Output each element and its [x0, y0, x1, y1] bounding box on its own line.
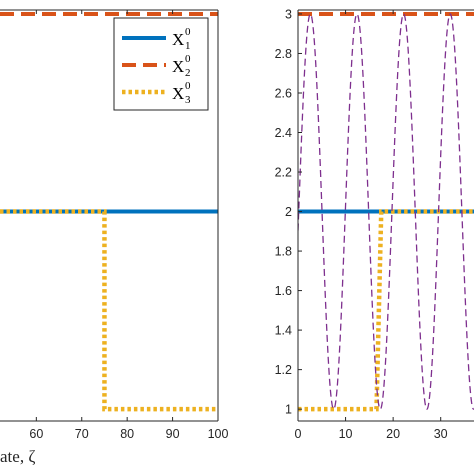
series-line-3: [298, 209, 474, 412]
x-axis-label: ate, ζ: [0, 447, 35, 466]
y-tick-label: 2: [285, 205, 292, 219]
x-tick-label: 80: [120, 427, 134, 441]
y-tick-label: 2.8: [275, 47, 292, 61]
y-tick-label: 1.6: [275, 284, 292, 298]
x-tick-label: 20: [386, 427, 400, 441]
legend-label-2: X: [172, 57, 184, 76]
x-tick-label: 90: [166, 427, 180, 441]
x-tick-label: 0: [295, 427, 302, 441]
y-tick-label: 1: [285, 403, 292, 417]
legend-sup-1: 0: [185, 26, 191, 38]
legend-label-3: X: [172, 84, 184, 103]
legend-sub-2: 2: [185, 67, 191, 79]
legend-sub-1: 1: [185, 40, 191, 52]
legend: X 01X 02X 03: [113, 17, 209, 111]
series-line-4: [298, 13, 474, 410]
x-tick-label: 100: [208, 427, 229, 441]
legend-sup-2: 0: [185, 53, 191, 65]
legend-sup-3: 0: [185, 80, 191, 92]
x-tick-label: 30: [434, 427, 448, 441]
y-tick-label: 1.8: [275, 245, 292, 259]
x-tick-label: 10: [339, 427, 353, 441]
legend-sub-3: 3: [185, 94, 191, 106]
x-tick-label: 60: [29, 427, 43, 441]
y-tick-label: 3: [285, 7, 292, 21]
y-tick-label: 1.4: [275, 324, 292, 338]
y-tick-label: 2.2: [275, 166, 292, 180]
y-tick-label: 2.6: [275, 86, 292, 100]
series-line-3: [0, 209, 218, 412]
panel-2: 0 10 20 30 1 1.2 1.4 1.6 1.8 2 2.2 2.4 2.6 2.8 3: [275, 7, 474, 441]
y-tick-label: 2.4: [275, 126, 292, 140]
legend-label-1: X: [172, 30, 184, 49]
plot-area: [298, 11, 474, 412]
y-tick-label: 1.2: [275, 363, 292, 377]
plot-area: [0, 11, 218, 412]
x-tick-label: 70: [75, 427, 89, 441]
